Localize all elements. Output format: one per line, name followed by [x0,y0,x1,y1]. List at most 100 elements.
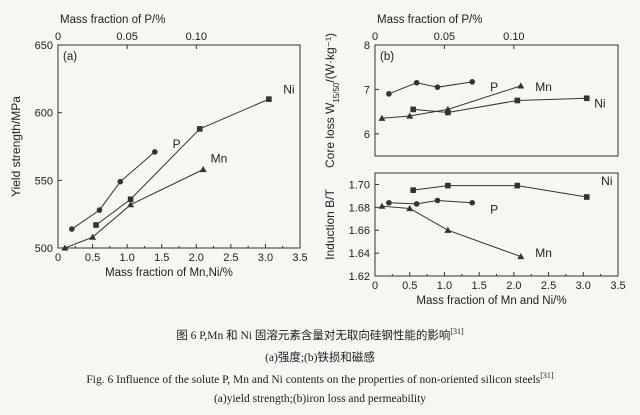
series-line-mn [381,205,521,258]
y-axis-title: Yield strength/MPa [9,96,23,197]
series-line-mn [381,85,521,119]
x2-tick-label: 0.10 [503,31,524,43]
panel-b-ind: 0 0.5 1.0 1.5 2.0 2.5 3.0 3.5 Mass fraction of M… [349,172,626,307]
point-p [469,199,476,206]
point-mn [517,82,525,89]
series-line-ni [95,98,270,226]
x-tick-label: 1.0 [437,280,452,292]
x-tick-label: 3.0 [258,252,273,264]
point-ni [93,222,99,228]
x-tick-label: 2.0 [189,252,204,264]
y-tick-label: 500 [35,243,53,255]
point-ni [410,106,416,113]
point-ni [583,95,590,102]
series-label-ni: Ni [283,83,294,97]
series-line-ni [413,97,587,113]
x-tick-label: 2.5 [223,252,238,264]
point-mn [406,112,414,119]
caption-cn-title: 图 6 P,Mn 和 Ni 固溶元素含量对无取向硅钢性能的影响[31] [0,327,640,343]
panel-label: (a) [63,51,77,63]
core-loss-unit: /(W·kg⁻¹) [323,33,337,83]
y-tick-label: 600 [35,108,53,120]
x-tick-label: 0.5 [85,252,100,264]
x2-axis-title: Mass fraction of P/% [377,14,482,26]
x-tick-label: 3.5 [292,252,307,264]
series-label-p: P [173,137,181,151]
point-p [434,84,441,90]
point-p [386,199,392,206]
caption-en-title: Fig. 6 Influence of the solute P, Mn and… [0,371,640,386]
x-tick-label: 1.5 [471,280,486,292]
series-line-p [71,151,156,230]
point-ni [266,96,272,102]
point-ni [127,196,134,203]
point-p [386,91,392,97]
point-ni [583,194,590,200]
point-mn [378,114,386,121]
point-ni [410,187,416,193]
x-tick-label: 0 [372,280,378,292]
panel-b-loss: 0 0.05 0.10 Mass fraction of P/% 6 7 8 (b) [364,14,619,157]
x2-tick-label: 0.10 [186,31,207,43]
point-ni [514,182,521,189]
x-tick-label: 2.0 [506,280,521,292]
point-ni [514,97,521,104]
point-ni [445,182,451,189]
point-mn [127,201,135,208]
x-axis-title: Mass fraction of Mn,Ni/% [105,267,233,279]
series-line-p [388,81,473,95]
figure-canvas: 0 0.5 1.0 1.5 2.0 2.5 3.0 3.5 Mass fraction of M… [9,14,626,307]
point-mn [378,202,386,209]
x2-tick-label: 0 [372,31,378,43]
y-tick-label: 8 [364,40,370,52]
point-mn [61,244,69,251]
series-label-ni: Ni [601,174,612,188]
point-p [413,79,420,86]
y-axis-title-induction: Induction B/T [323,188,337,259]
x-tick-label: 0 [55,252,61,264]
y-tick-label: 1.70 [349,179,370,191]
y-tick-label: 1.62 [349,271,370,283]
point-p [434,197,441,204]
point-p [413,201,420,207]
plot-frame [374,44,619,157]
y-tick-label: 1.64 [349,248,370,260]
panel-label: (b) [380,51,394,63]
caption-en-ref: [31] [540,371,554,380]
x-tick-label: 3.0 [576,280,591,292]
y-tick-label: 550 [35,175,53,187]
caption-en-title-text: Fig. 6 Influence of the solute P, Mn and… [86,373,541,386]
point-mn [444,226,452,233]
y-tick-label: 1.66 [349,225,370,237]
x2-tick-label: 0.05 [116,31,137,43]
point-ni [196,126,203,132]
y-axis-title-core-loss: Core loss W15/50/(W·kg⁻¹) [323,33,341,168]
point-mn [199,166,207,173]
point-p [96,207,103,213]
caption-cn-sub: (a)强度;(b)铁损和磁感 [265,352,375,364]
y-tick-label: 650 [35,40,53,52]
series-line-p [388,199,473,205]
point-p [152,149,158,155]
series-line-ni [413,185,587,198]
x-tick-label: 1.0 [119,252,134,264]
point-p [469,79,476,85]
series-label-mn: Mn [535,80,552,94]
core-loss-subscript: 15/50 [332,82,341,103]
point-p [117,178,124,185]
y-tick-label: 7 [364,84,370,96]
y-tick-label: 1.68 [349,202,370,214]
series-label-mn: Mn [535,246,552,260]
point-mn [517,253,525,260]
x2-axis-title: Mass fraction of P/% [60,14,165,26]
caption-cn-ref: [31] [450,327,464,337]
x-tick-label: 3.5 [610,280,625,292]
point-p [69,226,75,232]
x-axis-title: Mass fraction of Mn and Ni/% [416,295,566,307]
series-line-mn [64,169,204,249]
point-ni [445,109,451,116]
caption-en-sub: (a)yield strength;(b)iron loss and perme… [213,393,427,405]
x-tick-label: 0.5 [402,280,417,292]
x-tick-label: 2.5 [541,280,556,292]
point-mn [406,204,414,212]
